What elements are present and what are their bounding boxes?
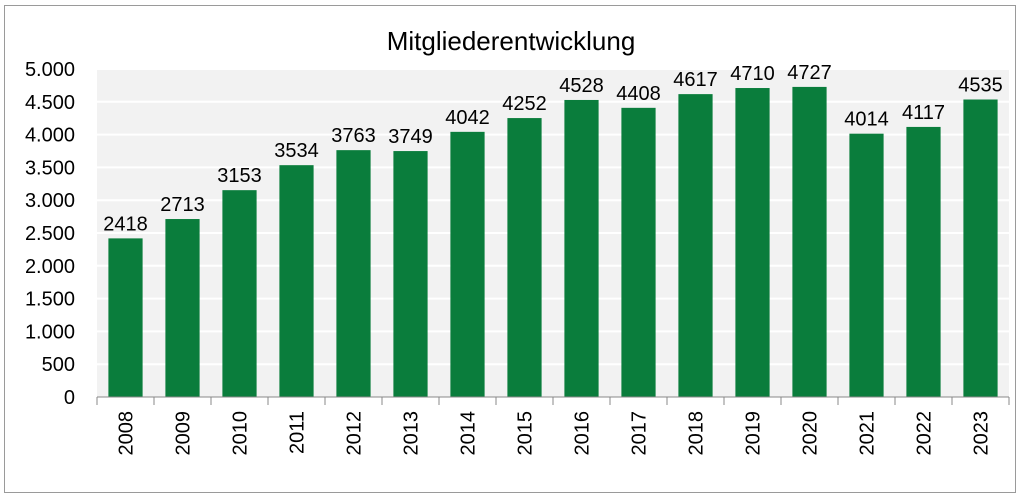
x-tick-label-2017: 2017 — [629, 411, 651, 456]
bar-2013 — [393, 151, 428, 397]
bar-2010 — [222, 190, 257, 397]
bar-chart: 2418 2713 3153 3534 3763 3749 4042 4252 4528 4408… — [25, 26, 1010, 456]
x-tick-label-2015: 2015 — [515, 411, 537, 456]
x-tick-label-2021: 2021 — [857, 411, 879, 456]
x-tick-label-2018: 2018 — [686, 411, 708, 456]
bar-2022 — [906, 126, 941, 397]
x-tick-label-2016: 2016 — [572, 411, 594, 456]
x-tick-label-2014: 2014 — [458, 411, 480, 456]
y-tick-label: 4.500 — [25, 92, 75, 114]
data-label-2018: 4617 — [673, 69, 718, 91]
x-tick-label-2022: 2022 — [914, 411, 936, 456]
x-tick-label-2013: 2013 — [401, 411, 423, 456]
data-label-2016: 4528 — [559, 75, 604, 97]
y-axis-ticks: 0 500 1.000 1.500 2.000 2.500 3.000 3.500 4.000 4… — [25, 59, 75, 409]
bar-2023 — [963, 99, 998, 397]
y-tick-label: 500 — [42, 354, 75, 376]
data-labels: 2418 2713 3153 3534 3763 3749 4042 4252 4528 4408… — [103, 62, 1003, 235]
x-tick-label-2009: 2009 — [173, 411, 195, 456]
x-tick-label-2010: 2010 — [230, 411, 252, 456]
bar-2017 — [621, 107, 656, 397]
y-tick-label: 2.000 — [25, 256, 75, 278]
bar-2016 — [564, 99, 599, 398]
data-label-2022: 4117 — [902, 102, 945, 124]
bar-2019 — [735, 88, 770, 398]
bar-2009 — [165, 219, 200, 397]
y-tick-label: 1.500 — [25, 289, 75, 311]
data-label-2012: 3763 — [331, 125, 376, 147]
data-label-2017: 4408 — [616, 83, 661, 105]
x-tick-label-2019: 2019 — [743, 411, 765, 456]
bar-2014 — [450, 131, 485, 398]
x-axis-ticks: 2008 2009 2010 2011 2012 2013 2014 2015 2016 2017… — [96, 397, 1010, 456]
data-label-2020: 4727 — [787, 62, 832, 84]
bars — [108, 86, 998, 398]
y-tick-label: 1.000 — [25, 321, 75, 343]
y-tick-label: 4.000 — [25, 125, 75, 147]
y-tick-label: 0 — [64, 387, 75, 409]
x-tick-label-2008: 2008 — [116, 411, 138, 456]
bar-2015 — [507, 118, 542, 398]
x-tick-label-2011: 2011 — [287, 411, 309, 454]
data-label-2010: 3153 — [217, 165, 262, 187]
x-tick-label-2012: 2012 — [344, 411, 366, 456]
bar-2011 — [279, 165, 314, 397]
bar-2012 — [336, 150, 371, 397]
y-tick-label: 3.500 — [25, 157, 75, 179]
y-tick-label: 3.000 — [25, 190, 75, 212]
data-label-2015: 4252 — [502, 93, 547, 115]
data-label-2013: 3749 — [388, 126, 433, 148]
chart-title: Mitgliederentwicklung — [387, 26, 636, 56]
data-label-2014: 4042 — [445, 107, 490, 129]
bar-2021 — [849, 133, 884, 397]
data-label-2009: 2713 — [160, 194, 205, 216]
chart-frame: 2418 2713 3153 3534 3763 3749 4042 4252 4528 4408… — [4, 5, 1016, 493]
data-label-2019: 4710 — [730, 63, 775, 85]
bar-2018 — [678, 94, 713, 397]
x-tick-label-2020: 2020 — [800, 411, 822, 456]
x-tick-label-2023: 2023 — [971, 411, 993, 456]
data-label-2011: 3534 — [274, 140, 319, 162]
y-tick-label: 5.000 — [25, 59, 75, 81]
data-label-2023: 4535 — [958, 75, 1003, 97]
data-label-2021: 4014 — [844, 109, 889, 131]
data-label-2008: 2418 — [103, 213, 148, 235]
y-tick-label: 2.500 — [25, 223, 75, 245]
bar-2020 — [792, 86, 827, 397]
bar-2008 — [108, 238, 143, 397]
